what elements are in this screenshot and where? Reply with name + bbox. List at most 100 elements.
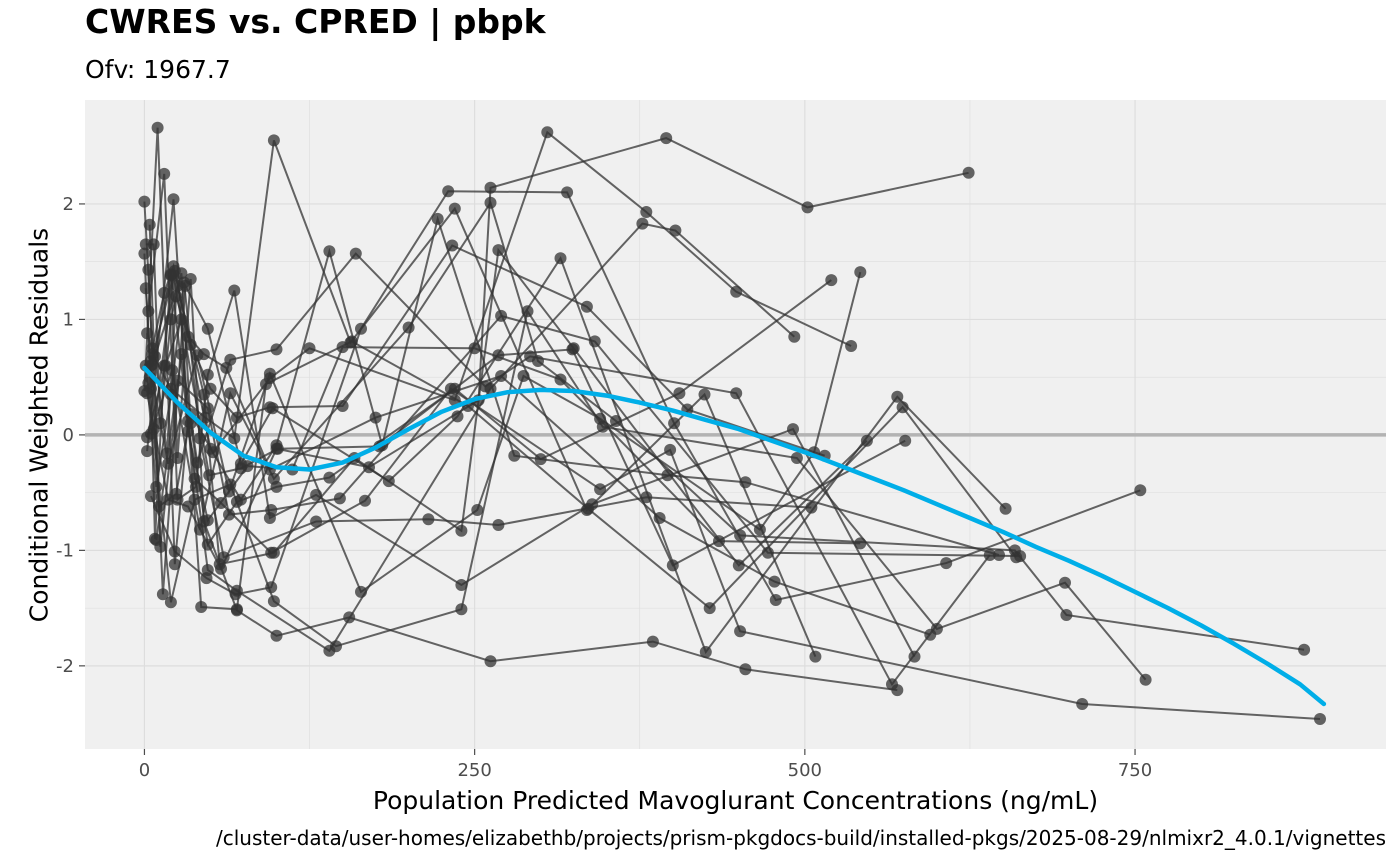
data-point <box>323 471 336 484</box>
data-point <box>310 515 323 528</box>
data-point <box>566 343 579 356</box>
data-point <box>228 432 241 445</box>
data-point <box>230 603 243 616</box>
data-point <box>1139 673 1152 686</box>
data-point <box>147 423 160 436</box>
data-point <box>191 456 204 469</box>
data-point <box>359 494 371 507</box>
data-point <box>999 502 1012 515</box>
data-point <box>646 635 659 648</box>
y-tick-label: 0 <box>63 425 74 446</box>
data-point <box>588 335 601 348</box>
data-point <box>1060 609 1073 621</box>
series-line <box>152 275 906 567</box>
data-point <box>854 266 867 279</box>
data-point <box>223 508 235 521</box>
data-point <box>213 558 226 571</box>
data-point <box>201 322 214 335</box>
data-point <box>636 217 649 230</box>
data-point <box>168 558 181 571</box>
series-line <box>150 215 1000 556</box>
data-point <box>141 387 154 400</box>
series-line <box>147 173 916 658</box>
data-point <box>891 390 904 403</box>
series-line <box>155 314 1021 558</box>
data-point <box>492 519 505 531</box>
data-point <box>860 434 873 447</box>
data-point <box>234 493 247 506</box>
data-point <box>431 212 444 225</box>
data-point <box>267 595 280 608</box>
data-point <box>442 185 455 198</box>
data-point <box>610 415 622 427</box>
plot-panel <box>85 100 1386 749</box>
data-point <box>195 601 208 613</box>
data-point <box>787 423 799 436</box>
data-point <box>768 575 781 588</box>
x-axis-label: Population Predicted Mavoglurant Concent… <box>372 786 1099 815</box>
data-point <box>561 186 574 199</box>
axis-ticks: 0 250 500 750 -2 -1 0 1 2 <box>56 194 1152 781</box>
data-point <box>1014 550 1027 563</box>
x-tick-label: 500 <box>788 760 822 781</box>
data-point <box>200 572 213 585</box>
data-point <box>201 514 214 527</box>
y-tick-label: -2 <box>56 656 74 677</box>
data-point <box>730 285 743 298</box>
data-point <box>166 364 179 377</box>
data-point <box>495 309 508 322</box>
data-point <box>146 358 159 371</box>
data-point <box>492 349 505 362</box>
data-point <box>739 476 752 489</box>
data-point <box>145 490 157 503</box>
data-point <box>825 274 838 287</box>
data-point <box>594 483 607 496</box>
data-point <box>845 340 858 352</box>
data-point <box>197 388 210 401</box>
data-point <box>664 443 677 456</box>
series-line <box>146 319 1017 611</box>
data-point <box>224 353 237 366</box>
data-point <box>162 457 175 470</box>
data-point <box>171 374 184 387</box>
data-point <box>940 557 953 570</box>
data-point <box>150 534 163 546</box>
data-point <box>1298 643 1311 656</box>
series-line <box>147 255 1007 655</box>
data-point <box>886 678 898 691</box>
chart-subtitle: Ofv: 1967.7 <box>85 55 231 84</box>
data-point <box>265 581 278 594</box>
data-point <box>355 585 367 598</box>
data-point <box>669 224 682 237</box>
caption-path: /cluster-data/user-homes/elizabethb/proj… <box>216 826 1386 850</box>
data-point <box>1059 576 1071 589</box>
data-point <box>732 559 745 572</box>
data-point <box>167 193 180 206</box>
data-point <box>138 195 151 208</box>
series-line <box>148 274 1321 720</box>
data-point <box>141 445 154 458</box>
data-point <box>201 368 214 381</box>
data-point <box>270 629 283 642</box>
data-point <box>801 201 814 214</box>
data-point <box>790 452 803 464</box>
data-point <box>229 588 242 601</box>
data-point <box>661 469 674 482</box>
data-point <box>167 269 180 282</box>
data-point <box>455 603 468 616</box>
data-point <box>508 449 521 462</box>
data-point <box>142 263 155 276</box>
data-point <box>323 245 336 258</box>
x-tick-label: 250 <box>457 760 491 781</box>
data-point <box>422 513 435 526</box>
data-point <box>492 244 505 257</box>
data-point <box>171 452 184 464</box>
data-point <box>151 121 164 134</box>
data-point <box>541 126 554 139</box>
data-point <box>204 442 217 455</box>
data-point <box>479 380 492 393</box>
data-point <box>532 355 544 367</box>
data-point <box>660 132 673 145</box>
series-line <box>151 140 817 657</box>
